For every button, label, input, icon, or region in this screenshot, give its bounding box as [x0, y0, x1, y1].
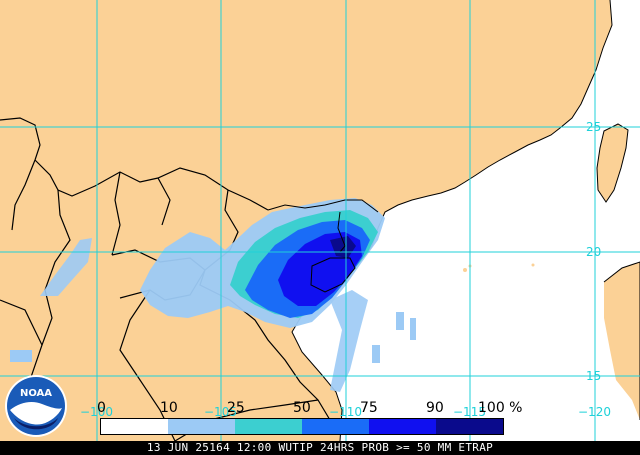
logo-bird — [10, 402, 62, 425]
legend-swatch-90-100 — [436, 419, 503, 434]
legend-tick-100: 100 % — [478, 400, 523, 416]
legend-color-bar — [100, 418, 504, 435]
logo-text: NOAA — [20, 388, 52, 399]
legend-tick-0: 0 — [97, 400, 106, 416]
prob-10-25-streak — [330, 290, 368, 392]
legend-swatch-0-10 — [101, 419, 168, 434]
lon-label-105: −105 — [204, 405, 237, 419]
lat-label-25: 25 — [586, 120, 602, 134]
legend-swatch-75-90 — [369, 419, 436, 434]
lon-label-110: −110 — [329, 405, 362, 419]
legend-tick-10: 10 — [160, 400, 178, 416]
logo-wave — [14, 418, 58, 430]
leizhou-border-overlay — [337, 211, 346, 253]
hainan-outline-overlay — [310, 257, 356, 293]
lon-label-120: −120 — [578, 405, 611, 419]
legend-tick-75: 75 — [360, 400, 378, 416]
graticule — [0, 0, 640, 441]
lat-label-15: 15 — [586, 369, 602, 383]
legend-tick-90: 90 — [426, 400, 444, 416]
lat-label-20: 20 — [586, 245, 602, 259]
legend-swatch-25-50 — [235, 419, 302, 434]
legend-tick-50: 50 — [293, 400, 311, 416]
legend-tick-25: 25 — [227, 400, 245, 416]
prob-10-25-specks — [10, 312, 416, 363]
legend-swatch-50-75 — [302, 419, 369, 434]
land-luzon — [604, 262, 640, 420]
coast-overlay — [267, 199, 379, 213]
product-caption: 13 JUN 25164 12:00 WUTIP 24HRS PROB >= 5… — [0, 441, 640, 455]
noaa-logo: NOAA — [5, 375, 67, 437]
legend-swatch-10-25 — [168, 419, 235, 434]
land-taiwan — [597, 124, 628, 202]
lon-label-100: −100 — [80, 405, 113, 419]
lon-label-115: −115 — [453, 405, 486, 419]
